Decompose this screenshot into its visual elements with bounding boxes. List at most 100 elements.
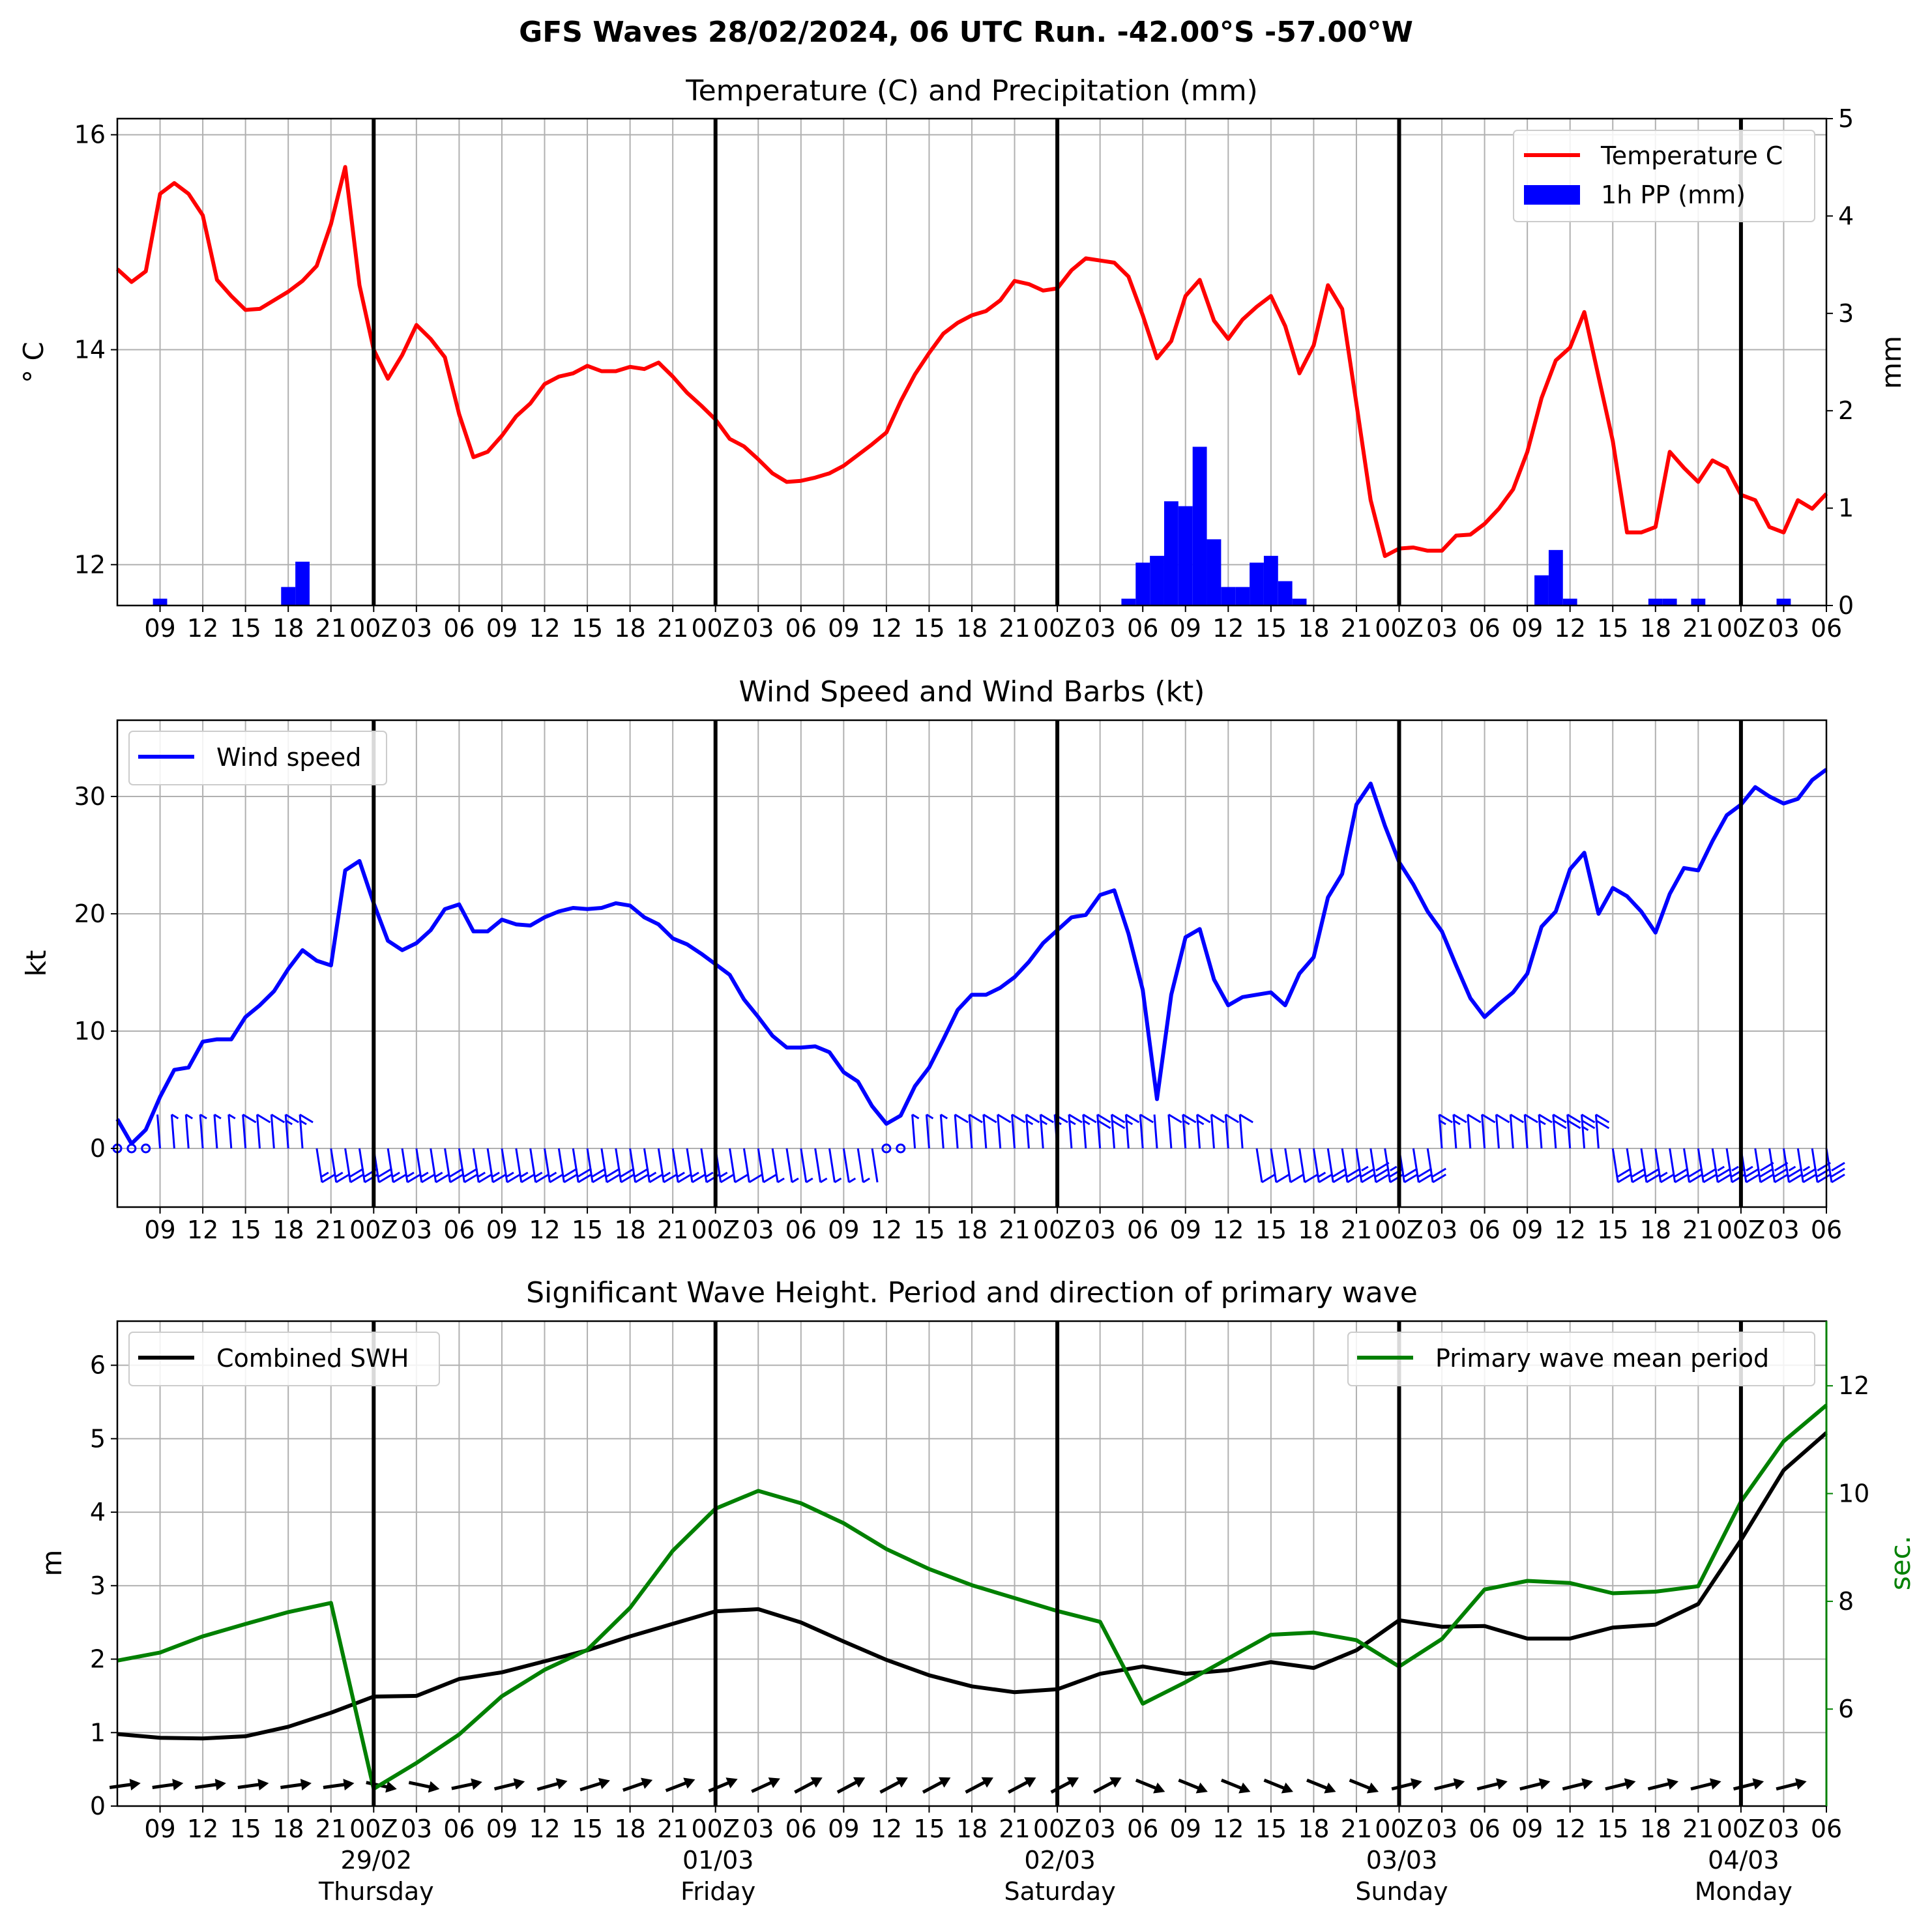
wind-barb-shaft [199,1114,204,1149]
y-tick-right-label: 3 [1838,299,1854,328]
wind-barb-feather [1439,1113,1453,1124]
wind-barb-feather [1759,1167,1774,1178]
wind-barb-shaft [315,1148,323,1183]
y-tick-right-label: 12 [1838,1371,1869,1400]
panel-title-wind: Wind Speed and Wind Barbs (kt) [739,675,1205,708]
wind-barb-shaft [1255,1148,1263,1183]
wave-direction-arrow [922,1777,951,1794]
wind-barb-feather [1332,1173,1347,1184]
arrow-shaft [1476,1781,1500,1791]
x-tick-label: 09 [828,1815,859,1843]
wind-barb-shaft [415,1148,423,1183]
x-tick-label: 09 [486,1216,518,1244]
wind-barb-feather [1375,1173,1390,1184]
arrow-shaft [1349,1778,1372,1790]
wind-barb-calm [896,1143,906,1154]
legend-label-temperature: Temperature C [1600,141,1783,170]
wind-barb-feather [1432,1173,1446,1184]
wind-barb-feather [378,1167,393,1178]
wind-barb-shaft [615,1148,622,1183]
x-tick-label: 15 [913,1815,944,1843]
wave-direction-arrow [1050,1777,1079,1794]
wind-barb-shaft [1153,1114,1158,1149]
figure-title: GFS Waves 28/02/2024, 06 UTC Run. -42.00… [519,16,1413,49]
x-tick-label: 12 [1212,1216,1244,1244]
x-tick-label: 12 [1212,614,1244,643]
wind-barb-half [407,1171,415,1178]
wind-barb-feather [997,1113,1012,1124]
wind-barb-shaft [939,1114,944,1149]
wind-barb-feather [1632,1173,1646,1184]
precip-bar [1662,598,1677,606]
wind-barb-feather [1660,1173,1675,1184]
wind-barb-shaft [657,1148,665,1183]
wind-speed-line [115,768,1828,1146]
x-tick-label: 06 [1811,1216,1842,1244]
wind-barb-shaft [1711,1148,1719,1183]
x-tick-label: 09 [486,1815,518,1843]
x-tick-label: 06 [443,1815,475,1843]
arrow-head [129,1779,141,1790]
wind-barb-half [421,1171,429,1178]
wind-barb-feather [1403,1173,1418,1184]
wind-barb-shaft [1669,1148,1676,1183]
x-tick-label: 06 [785,614,817,643]
x-tick-label: 09 [1512,1216,1543,1244]
wave-direction-arrow [622,1777,653,1792]
arrow-head [768,1777,780,1788]
wind-barb-shaft [686,1148,694,1183]
arrow-head [428,1781,440,1793]
x-ticks-temperature: 09 12 15 18 21 00Z 03 06 09 12 15 18 21 00Z 03 06 09 12 15… [144,606,1842,643]
wave-direction-arrow [1220,1778,1251,1794]
day-date-label: 29/02 [341,1846,413,1875]
wind-barb-feather [969,1113,983,1124]
wind-barb-shaft [828,1148,836,1183]
y-tick-label: 20 [74,899,106,928]
wave-direction-arrow [1519,1778,1551,1791]
x-tick-label: 09 [1170,614,1201,643]
arrow-shaft [1690,1781,1714,1791]
y-tick-right-label: 1 [1838,494,1854,523]
day-separators-waves [372,1321,1743,1806]
wave-direction-arrow [879,1777,908,1794]
wind-barb-shaft [444,1148,452,1183]
wind-barb-shaft [1139,1114,1144,1149]
day-separators-wind [372,720,1743,1207]
x-tick-label: 15 [1597,1815,1628,1843]
y-tick-right-label: 0 [1838,591,1854,620]
wind-barb-shaft [629,1148,637,1183]
wind-barb-feather [1632,1167,1646,1178]
y-tick-label: 0 [90,1134,106,1163]
wind-barb-shaft [925,1114,930,1149]
arrow-shaft [1647,1781,1671,1791]
precip-bar [1250,562,1264,606]
x-tick-label: 06 [1811,614,1842,643]
arrow-head [1109,1777,1122,1788]
legend-period: Primary wave mean period [1347,1332,1815,1386]
arrow-head [896,1777,908,1788]
wind-barb-feather [1347,1173,1361,1184]
wind-barb-shaft [1270,1148,1278,1183]
arrow-head [1453,1778,1465,1790]
panel-waves: Significant Wave Height. Period and dire… [36,1276,1916,1906]
wind-barb-feather [1788,1167,1803,1178]
wind-barb-feather [478,1173,493,1184]
y-tick-label: 0 [90,1792,106,1820]
wind-barb-half [1788,1165,1796,1172]
wind-barb-feather [734,1173,749,1184]
x-tick-label: 15 [1597,614,1628,643]
day-date-label: 01/03 [682,1846,754,1875]
wind-barb-feather [1688,1173,1703,1184]
wind-barb-shaft [771,1148,779,1183]
wind-barb-half [862,1177,870,1184]
x-tick-label: 18 [1640,1815,1671,1843]
wind-barb-feather [1703,1167,1718,1178]
wind-barb-shaft [1426,1148,1434,1183]
x-tick-label: 03 [1426,1815,1457,1843]
x-tick-label: 15 [1255,1216,1287,1244]
wind-barb-feather [1581,1119,1596,1130]
wind-barb-feather [1553,1113,1567,1124]
arrow-shaft [451,1782,475,1790]
day-name-label: Thursday [318,1877,434,1906]
y-tick-right-label: 6 [1838,1695,1854,1723]
